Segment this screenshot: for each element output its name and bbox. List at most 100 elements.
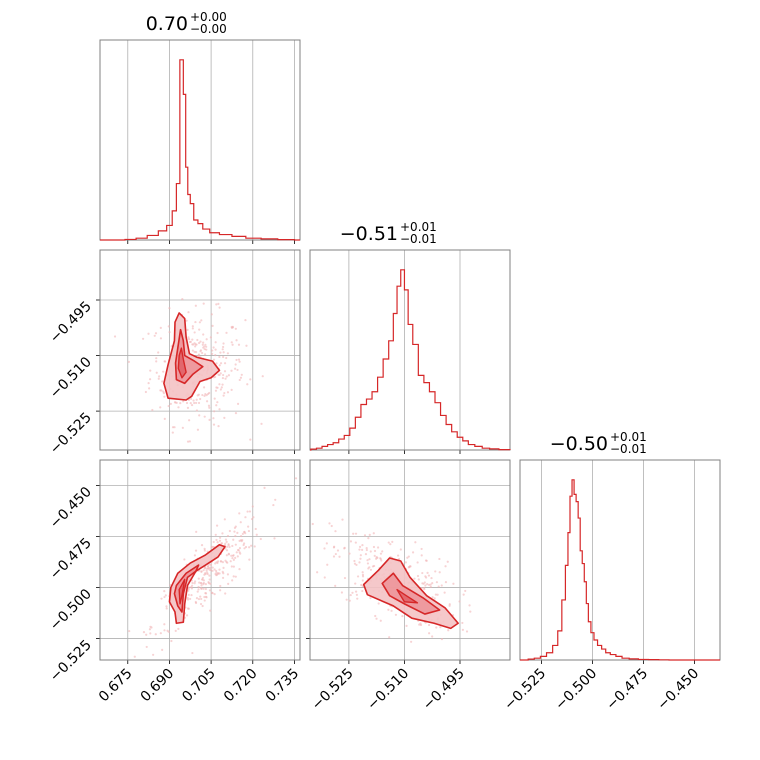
- scatter-point: [375, 617, 378, 620]
- y-axis-labels-param2: −0.525 −0.510 −0.495: [47, 299, 95, 458]
- scatter-point: [200, 319, 203, 322]
- scatter-point: [198, 414, 201, 417]
- panel-title-upper-error: +0.01: [400, 220, 437, 234]
- scatter-point: [367, 537, 370, 540]
- scatter-point: [302, 536, 304, 538]
- scatter-point: [194, 601, 198, 605]
- scatter-point: [127, 360, 130, 363]
- x-tick-label: −0.510: [364, 666, 412, 714]
- scatter-point: [208, 574, 211, 577]
- scatter-point: [223, 391, 226, 395]
- contour-core: [396, 588, 419, 604]
- scatter-point: [128, 629, 131, 633]
- scatter-point: [170, 639, 173, 643]
- scatter-point: [369, 596, 372, 600]
- scatter-point: [358, 561, 361, 564]
- scatter-point: [193, 331, 196, 334]
- scatter-point: [154, 633, 157, 636]
- scatter-point: [340, 591, 344, 594]
- scatter-point: [200, 597, 203, 601]
- scatter-point: [144, 390, 147, 394]
- scatter-point: [204, 571, 207, 575]
- scatter-point: [218, 383, 221, 386]
- scatter-point: [429, 585, 432, 588]
- panel-title-value: −0.50: [550, 433, 608, 455]
- scatter-point: [215, 569, 218, 573]
- scatter-point: [214, 562, 217, 565]
- scatter-point: [323, 547, 326, 550]
- scatter-point: [423, 586, 426, 590]
- scatter-point: [191, 343, 194, 346]
- y-tick-label: −0.475: [47, 535, 95, 583]
- scatter-point: [227, 543, 230, 546]
- scatter-point: [230, 565, 233, 568]
- scatter-point: [203, 353, 207, 356]
- scatter-point: [209, 609, 212, 612]
- scatter-point: [168, 330, 171, 334]
- scatter-point: [246, 383, 249, 386]
- scatter-point: [198, 581, 201, 584]
- scatter-point: [204, 587, 207, 591]
- scatter-point: [210, 591, 213, 594]
- scatter-point: [410, 640, 413, 643]
- scatter-point: [213, 568, 216, 571]
- scatter-point: [420, 554, 423, 557]
- scatter-point: [199, 595, 202, 598]
- histogram-series: [520, 479, 720, 661]
- scatter-point: [464, 589, 467, 593]
- scatter-point: [205, 345, 208, 348]
- scatter-point: [354, 541, 357, 544]
- scatter-point: [345, 598, 348, 601]
- scatter-point: [225, 540, 228, 543]
- scatter-point: [221, 532, 224, 535]
- scatter-point: [371, 565, 375, 568]
- scatter-point: [218, 306, 221, 309]
- scatter-point: [209, 566, 212, 570]
- scatter-point: [461, 628, 464, 631]
- scatter-point: [334, 552, 337, 556]
- histogram-panel-param3: −0.50 +0.01−0.01: [519, 430, 721, 664]
- scatter-point: [359, 557, 362, 560]
- scatter-point: [274, 498, 277, 501]
- scatter-point: [226, 352, 230, 355]
- scatter-point: [316, 571, 319, 574]
- scatter-point: [185, 401, 189, 405]
- scatter-point: [233, 530, 236, 533]
- scatter-point: [205, 400, 209, 403]
- scatter-point: [225, 356, 228, 360]
- scatter-point: [431, 635, 434, 638]
- scatter-point: [113, 335, 117, 338]
- scatter-point: [235, 358, 238, 362]
- scatter-point: [372, 532, 375, 535]
- scatter-point: [218, 539, 222, 542]
- scatter-point: [211, 566, 214, 569]
- scatter-point: [204, 343, 207, 346]
- scatter-point: [462, 593, 465, 596]
- scatter-point: [437, 585, 440, 588]
- scatter-point: [163, 623, 166, 626]
- scatter-point: [163, 417, 166, 420]
- scatter-point: [211, 349, 214, 352]
- scatter-point: [250, 544, 253, 547]
- scatter-point: [185, 319, 188, 322]
- panel-title-upper-error: +0.00: [190, 10, 227, 24]
- scatter-point: [238, 512, 241, 515]
- scatter-point: [207, 581, 210, 584]
- scatter-point: [227, 582, 230, 585]
- scatter-point: [153, 334, 156, 337]
- contour-core: [178, 578, 186, 605]
- scatter-point: [207, 565, 210, 568]
- scatter-point: [244, 532, 247, 535]
- scatter-point: [187, 338, 191, 341]
- scatter-point: [377, 602, 380, 605]
- scatter-point: [465, 630, 469, 633]
- scatter-point: [375, 556, 378, 559]
- scatter-point: [196, 338, 199, 342]
- scatter-point: [186, 598, 190, 601]
- scatter-point: [401, 615, 404, 618]
- scatter-point: [162, 370, 165, 373]
- scatter-point: [218, 355, 221, 359]
- scatter-point: [430, 576, 433, 580]
- scatter-point: [372, 545, 376, 549]
- scatter-point: [191, 581, 194, 585]
